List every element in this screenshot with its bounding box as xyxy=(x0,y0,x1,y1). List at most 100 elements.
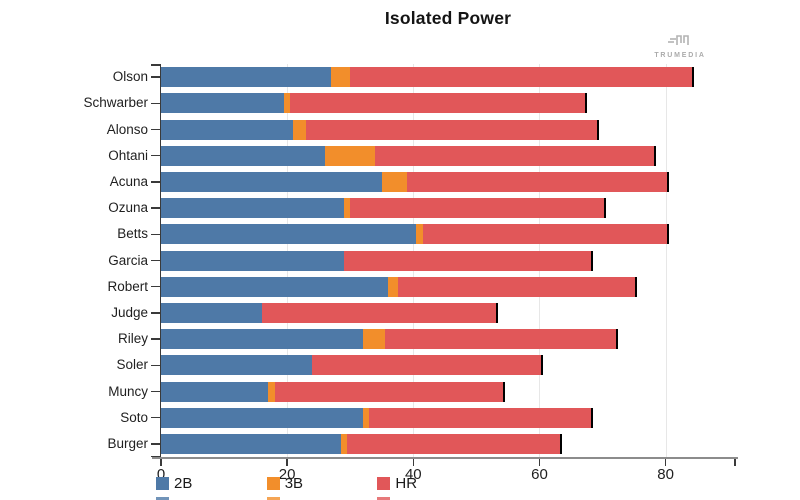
bar-segment-3b-robert[interactable] xyxy=(388,276,398,297)
y-tick xyxy=(151,76,160,78)
bar-segment-hr-garcia[interactable] xyxy=(343,250,594,271)
bar-end-cap xyxy=(603,198,606,219)
bar-segment-3b-soto[interactable] xyxy=(362,407,370,428)
y-axis-label: Soto xyxy=(120,409,148,425)
bar-segment-2b-soto[interactable] xyxy=(161,407,363,428)
chart-title: Isolated Power xyxy=(384,8,512,28)
bar-segment-3b-ozuna[interactable] xyxy=(343,198,351,219)
bar-segment-hr-burger[interactable] xyxy=(347,433,562,454)
y-axis-label: Ohtani xyxy=(108,147,148,163)
bar-segment-hr-ozuna[interactable] xyxy=(350,198,606,219)
y-axis-label: Ozuna xyxy=(108,200,148,216)
y-tick xyxy=(151,312,160,314)
x-tick-label: 80 xyxy=(657,466,674,483)
bar-segment-hr-riley[interactable] xyxy=(384,329,619,350)
bar-segment-hr-acuna[interactable] xyxy=(407,171,669,192)
y-axis-label: Burger xyxy=(107,435,148,451)
bar-segment-2b-garcia[interactable] xyxy=(161,250,344,271)
y-axis-label: Schwarber xyxy=(83,95,148,111)
bar-segment-hr-judge[interactable] xyxy=(261,302,499,323)
y-tick xyxy=(151,338,160,340)
bar-segment-3b-riley[interactable] xyxy=(362,329,385,350)
bar-segment-3b-burger[interactable] xyxy=(340,433,348,454)
x-tick-0 xyxy=(160,459,162,466)
x-axis-line xyxy=(152,457,738,459)
bar-segment-2b-robert[interactable] xyxy=(161,276,389,297)
y-axis-label: Betts xyxy=(117,226,148,242)
bar-segment-hr-alonso[interactable] xyxy=(306,119,600,140)
y-axis-label: Garcia xyxy=(108,252,148,268)
bar-segment-2b-acuna[interactable] xyxy=(161,171,382,192)
bar-segment-2b-soler[interactable] xyxy=(161,355,313,376)
bar-segment-3b-ohtani[interactable] xyxy=(325,145,376,166)
y-axis-label: Robert xyxy=(107,278,148,294)
bar-segment-hr-soto[interactable] xyxy=(369,407,594,428)
x-tick-80 xyxy=(664,459,667,466)
bar-segment-2b-burger[interactable] xyxy=(161,433,341,454)
bar-segment-3b-olson[interactable] xyxy=(331,67,351,88)
trumedia-logo-icon xyxy=(668,35,689,45)
legend-swatch-hr xyxy=(377,477,391,490)
bar-segment-2b-judge[interactable] xyxy=(161,302,262,323)
y-axis-line xyxy=(159,64,161,458)
legend-item-hr[interactable]: HR xyxy=(377,475,437,492)
x-tick-label: 20 xyxy=(278,466,296,483)
bar-end-cap xyxy=(584,93,587,114)
bar-segment-2b-riley[interactable] xyxy=(161,329,363,350)
y-axis-label: Alonso xyxy=(106,121,148,137)
y-tick xyxy=(151,443,160,445)
y-tick xyxy=(151,181,160,183)
gridline-80 xyxy=(665,64,667,457)
clipped-legend-label: 2B xyxy=(206,497,224,500)
bar-end-cap xyxy=(666,171,669,192)
bar-end-cap xyxy=(502,381,505,402)
bar-end-cap xyxy=(635,276,638,297)
bar-segment-2b-olson[interactable] xyxy=(161,67,332,88)
bar-segment-3b-alonso[interactable] xyxy=(293,119,307,140)
x-tick-40 xyxy=(412,459,415,466)
bar-segment-2b-betts[interactable] xyxy=(161,224,417,245)
y-axis-label: Soler xyxy=(116,357,148,373)
y-axis-label: Riley xyxy=(117,331,148,347)
bar-segment-2b-schwarber[interactable] xyxy=(161,93,284,114)
bar-end-cap xyxy=(692,67,694,88)
y-axis-outer-tick xyxy=(151,455,160,457)
x-tick-label: 40 xyxy=(404,466,422,483)
bar-end-cap xyxy=(496,302,499,323)
clipped-legend-swatch xyxy=(377,497,391,500)
bar-segment-3b-schwarber[interactable] xyxy=(284,93,291,114)
bar-segment-hr-schwarber[interactable] xyxy=(290,93,587,114)
bar-segment-hr-robert[interactable] xyxy=(397,276,638,297)
bar-segment-2b-muncy[interactable] xyxy=(161,381,269,402)
clipped-legend-label: 3B xyxy=(317,497,335,500)
bar-segment-hr-olson[interactable] xyxy=(350,67,694,88)
legend-label: HR xyxy=(395,475,418,492)
x-tick-20 xyxy=(286,459,288,466)
x-axis-outer-tick xyxy=(734,459,736,466)
bar-segment-hr-ohtani[interactable] xyxy=(375,145,657,166)
y-axis-label: Judge xyxy=(111,304,148,320)
y-tick xyxy=(151,390,160,393)
trumedia-logo: TRUMEDIA xyxy=(638,33,722,59)
y-axis-label: Olson xyxy=(112,69,148,85)
bar-segment-2b-ozuna[interactable] xyxy=(161,198,344,219)
x-tick-label: 0 xyxy=(156,466,166,483)
bar-segment-3b-acuna[interactable] xyxy=(381,171,407,192)
y-axis-label: Acuna xyxy=(109,173,148,189)
legend-item-3b[interactable]: 3B xyxy=(266,475,327,492)
bar-segment-2b-ohtani[interactable] xyxy=(161,145,325,166)
bar-segment-hr-betts[interactable] xyxy=(422,224,669,245)
legend-swatch-3b xyxy=(266,477,280,490)
y-tick xyxy=(151,154,160,157)
clipped-legend-label: HR xyxy=(427,497,449,500)
bar-segment-3b-muncy[interactable] xyxy=(268,381,275,402)
y-tick xyxy=(151,102,160,105)
bar-segment-hr-muncy[interactable] xyxy=(274,381,505,402)
legend-item-2b[interactable]: 2B xyxy=(156,475,216,492)
x-tick-60 xyxy=(538,459,541,466)
bar-segment-2b-alonso[interactable] xyxy=(161,119,294,140)
bar-segment-3b-betts[interactable] xyxy=(416,224,423,245)
bar-segment-hr-soler[interactable] xyxy=(312,355,543,376)
trumedia-logo-text: TRUMEDIA xyxy=(654,52,706,59)
